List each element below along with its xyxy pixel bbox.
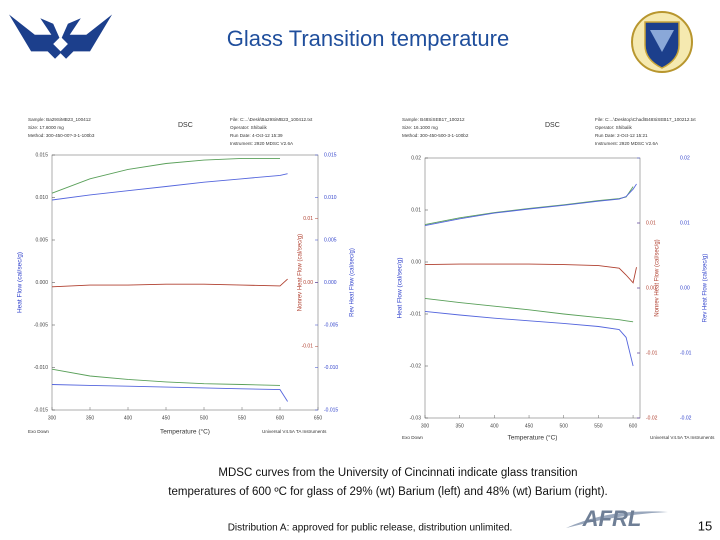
run-info: Run Date: 4-Oct-12 15:39	[230, 133, 283, 138]
run-info: Run Date: 2-Oct-12 15:21	[595, 133, 648, 138]
y-tick-label: 0.015	[35, 152, 48, 158]
sample-info: Method: 300-450-00?-3-1-100b3	[28, 133, 95, 138]
y3-axis-label: Rev Heat Flow (cal/sec/g)	[350, 248, 356, 317]
x-tick-label: 350	[456, 423, 465, 429]
y-tick-label: -0.010	[324, 365, 338, 371]
exo-note: Exo Down	[402, 435, 423, 440]
software-note: Universal V4.5A TA Instruments	[262, 429, 327, 434]
y-tick-label: -0.02	[410, 363, 422, 369]
afrl-shield-logo	[631, 11, 693, 73]
x-tick-label: 350	[86, 415, 95, 421]
data-line	[51, 157, 280, 194]
y-tick-label: 0.00	[411, 259, 421, 265]
y-tick-label: -0.03	[410, 415, 422, 421]
x-tick-label: 550	[594, 423, 603, 429]
dsc-chart: DSC Sample: B48SiSEB17_100212 Size: 16.100…	[397, 117, 715, 442]
y-tick-label: -0.02	[646, 415, 658, 421]
sample-info: Sample: B48SiSEB17_100212	[402, 117, 465, 122]
caption-line: MDSC curves from the University of Cinci…	[218, 467, 577, 479]
x-tick-label: 300	[48, 415, 57, 421]
run-info: Instrument: 2920 MDSC V2.6A	[595, 141, 659, 146]
data-line	[424, 310, 634, 367]
y-tick-label: 0.010	[324, 195, 337, 201]
x-tick-label: 600	[629, 423, 638, 429]
instrument-title: DSC	[178, 122, 193, 129]
y-tick-label: 0.01	[680, 220, 690, 226]
y-tick-label: 0.000	[324, 280, 337, 286]
y-tick-label: 0.000	[35, 280, 48, 286]
dsc-chart: DSC Sample: Ba29SiMB23_100412 Size: 17.600…	[17, 117, 356, 436]
distribution-note: Distribution A: approved for public rele…	[228, 523, 513, 534]
y-tick-label: 0.01	[411, 207, 421, 213]
y-tick-label: -0.005	[324, 322, 338, 328]
x-tick-label: 500	[200, 415, 209, 421]
y-tick-label: -0.015	[34, 407, 48, 413]
sample-info: Method: 300-450-500-3-1-100b2	[402, 133, 469, 138]
x-tick-label: 600	[276, 415, 285, 421]
software-note: Universal V4.5A TA Instruments	[650, 435, 715, 440]
y-tick-label: -0.01	[302, 344, 314, 350]
run-info: Operator: Shibalik	[230, 125, 267, 130]
y2-axis-label: Nonrev Heat Flow (cal/sec/g)	[655, 239, 661, 316]
y-tick-label: 0.00	[680, 285, 690, 291]
page-number: 15	[698, 518, 712, 533]
y-axis-label: Heat Flow (cal/sec/g)	[17, 252, 24, 313]
x-tick-label: 450	[162, 415, 171, 421]
sample-info: Size: 17.6000 mg	[28, 125, 64, 130]
y-tick-label: 0.00	[303, 280, 313, 286]
run-info: Operator: Shibalik	[595, 125, 632, 130]
data-line	[424, 263, 637, 284]
y-tick-label: 0.02	[411, 155, 421, 161]
data-line	[51, 278, 288, 288]
sample-info: Size: 16.1000 mg	[402, 125, 438, 130]
y-tick-label: 0.01	[303, 216, 313, 222]
data-line	[51, 384, 288, 402]
y-tick-label: 0.015	[324, 152, 337, 158]
x-tick-label: 400	[124, 415, 133, 421]
slide-title: Glass Transition temperature	[227, 26, 509, 51]
afrl-logo: AFRL	[566, 506, 668, 531]
data-line	[51, 368, 281, 386]
run-info: Instrument: 2920 MDSC V2.6A	[230, 141, 294, 146]
y-tick-label: -0.02	[680, 415, 692, 421]
x-tick-label: 450	[525, 423, 534, 429]
y-tick-label: 0.02	[680, 155, 690, 161]
x-axis-label: Temperature (°C)	[508, 434, 558, 442]
y-tick-label: 0.01	[646, 220, 656, 226]
data-line	[424, 183, 637, 227]
x-tick-label: 400	[490, 423, 499, 429]
x-axis-label: Temperature (°C)	[160, 428, 210, 436]
y-tick-label: -0.01	[646, 350, 658, 356]
y-tick-label: -0.010	[34, 365, 48, 371]
charts: DSC Sample: Ba29SiMB23_100412 Size: 17.600…	[17, 117, 715, 442]
x-tick-label: 550	[238, 415, 247, 421]
run-info: File: C:...\Desk\Ba29SiMB23_100412.txt	[230, 117, 313, 122]
caption-line: temperatures of 600 ºC for glass of 29% …	[168, 486, 607, 498]
data-line	[51, 173, 288, 201]
air-force-logo	[9, 14, 113, 59]
x-tick-label: 500	[560, 423, 569, 429]
y-tick-label: -0.01	[410, 311, 422, 317]
instrument-title: DSC	[545, 122, 560, 129]
x-tick-label: 650	[314, 415, 323, 421]
exo-note: Exo Down	[28, 429, 49, 434]
data-line	[424, 297, 634, 323]
y-tick-label: -0.015	[324, 407, 338, 413]
x-tick-label: 300	[421, 423, 430, 429]
run-info: File: C:...\Desktop\Chad\B48SiSEB17_1002…	[595, 117, 696, 122]
y2-axis-label: Nonrev Heat Flow (cal/sec/g)	[298, 234, 304, 311]
sample-info: Sample: Ba29SiMB23_100412	[28, 117, 91, 122]
y-tick-label: 0.005	[35, 237, 48, 243]
y-tick-label: 0.00	[646, 285, 656, 291]
y3-axis-label: Rev Heat Flow (cal/sec/g)	[703, 254, 709, 323]
y-tick-label: -0.01	[680, 350, 692, 356]
y-tick-label: 0.005	[324, 237, 337, 243]
afrl-logo-text: AFRL	[582, 506, 642, 531]
y-axis-label: Heat Flow (cal/sec/g)	[397, 257, 404, 318]
y-tick-label: 0.010	[35, 195, 48, 201]
y-tick-label: -0.005	[34, 322, 48, 328]
